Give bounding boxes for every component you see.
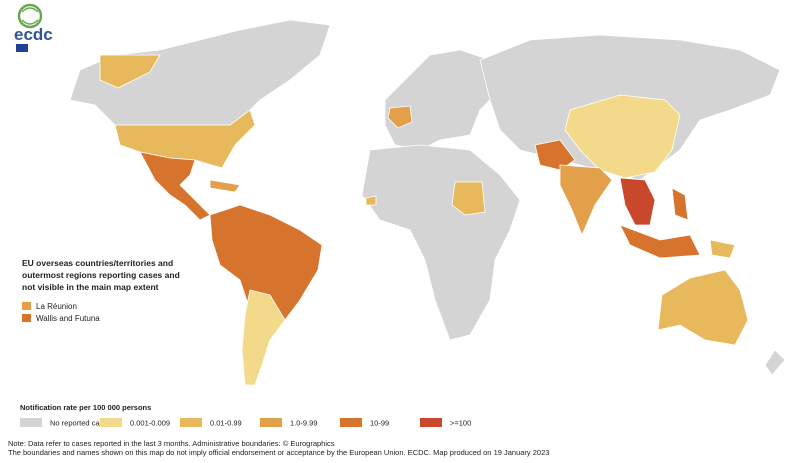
notes: Note: Data refer to cases reported in th… bbox=[8, 439, 549, 457]
france bbox=[387, 105, 413, 129]
australia bbox=[657, 269, 749, 346]
africa bbox=[361, 144, 521, 341]
rate-legend-title: Notification rate per 100 000 persons bbox=[20, 403, 151, 412]
legend-swatch bbox=[20, 418, 42, 427]
legend-label: 0.01-0.99 bbox=[210, 419, 242, 428]
india bbox=[559, 164, 613, 237]
legend-label: 10-99 bbox=[370, 419, 389, 428]
logo-text: ecdc bbox=[14, 25, 53, 44]
note: The boundaries and names shown on this m… bbox=[8, 448, 549, 457]
philippines bbox=[671, 187, 689, 221]
logo: ecdc bbox=[14, 3, 53, 52]
legend-label: 0.001-0.009 bbox=[130, 419, 170, 428]
usa bbox=[114, 109, 256, 169]
caribbean bbox=[209, 179, 241, 193]
southeast-asia bbox=[619, 177, 656, 226]
overseas-legend: EU overseas countries/territories and out… bbox=[22, 258, 180, 323]
brazil-north-south-america bbox=[209, 204, 323, 331]
eu-flag bbox=[16, 44, 28, 52]
legend-label: >=100 bbox=[450, 419, 471, 428]
west-africa bbox=[365, 195, 377, 206]
china bbox=[564, 94, 681, 179]
legend-swatch bbox=[22, 314, 31, 322]
logo-globe bbox=[17, 3, 43, 29]
legend-swatch bbox=[180, 418, 202, 427]
legend-swatch bbox=[340, 418, 362, 427]
logo-globe-lines bbox=[21, 7, 39, 25]
legend-label: 1.0-9.99 bbox=[290, 419, 318, 428]
argentina-chile bbox=[241, 289, 286, 386]
legend-label: Wallis and Futuna bbox=[36, 314, 100, 323]
europe bbox=[384, 49, 501, 151]
legend-label: La Réunion bbox=[36, 302, 77, 311]
legend-swatch bbox=[420, 418, 442, 427]
new-zealand bbox=[764, 349, 786, 376]
note: Note: Data refer to cases reported in th… bbox=[8, 439, 335, 448]
mexico-central-america bbox=[139, 151, 211, 221]
north-america-north bbox=[69, 19, 331, 126]
alaska bbox=[99, 54, 161, 89]
papua bbox=[709, 239, 736, 259]
rate-legend: Notification rate per 100 000 persons No … bbox=[20, 403, 471, 428]
legend-label: No reported cases bbox=[50, 419, 112, 428]
world-map bbox=[69, 19, 786, 386]
overseas-legend-title: EU overseas countries/territories and out… bbox=[22, 258, 180, 292]
pakistan-afghanistan bbox=[534, 139, 576, 171]
sudan bbox=[451, 181, 486, 216]
legend-swatch bbox=[22, 302, 31, 310]
indonesia-malaysia bbox=[619, 224, 701, 259]
legend-swatch bbox=[260, 418, 282, 427]
legend-swatch bbox=[100, 418, 122, 427]
